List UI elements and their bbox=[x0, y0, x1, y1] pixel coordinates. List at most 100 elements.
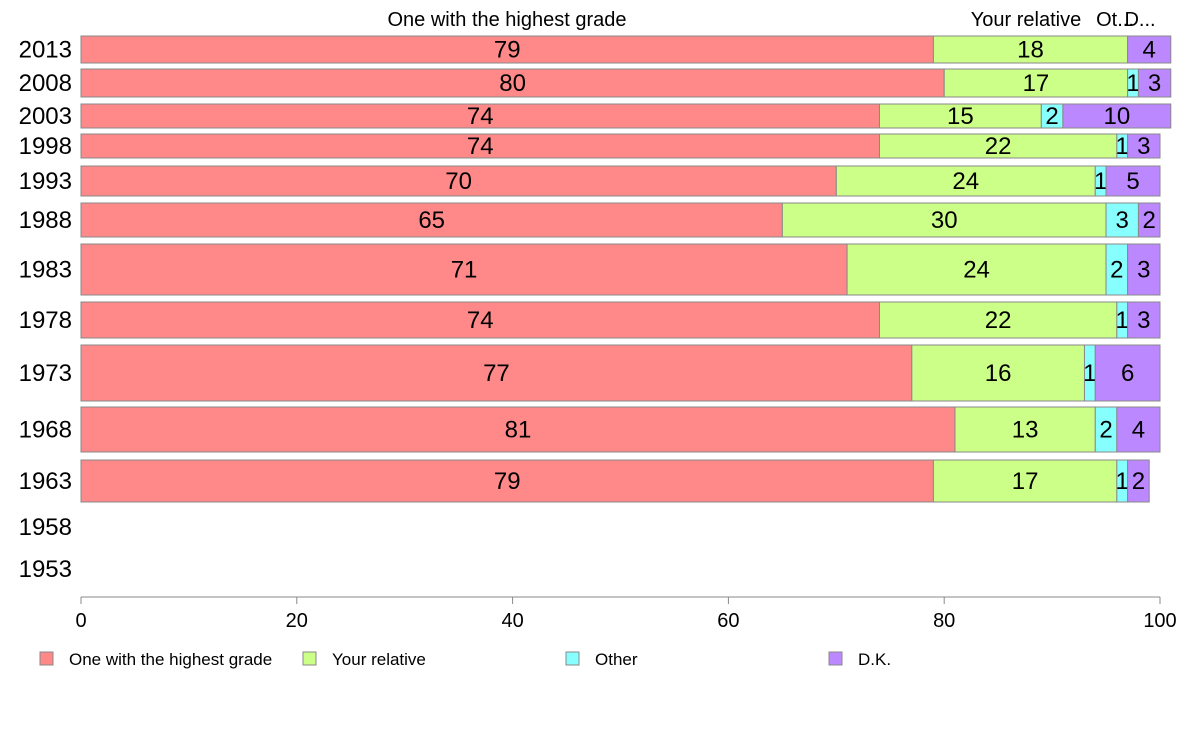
legend-label: D.K. bbox=[858, 650, 891, 669]
data-label: 3 bbox=[1116, 207, 1129, 234]
data-label: 17 bbox=[1023, 70, 1050, 97]
data-label: 13 bbox=[1012, 417, 1039, 444]
bar-segment bbox=[1127, 301, 1161, 339]
data-label: 4 bbox=[1143, 37, 1156, 64]
legend-swatch bbox=[828, 651, 843, 666]
y-tick-label: 1993 bbox=[19, 168, 72, 195]
column-header: Your relative bbox=[971, 9, 1081, 31]
bar-segment bbox=[1062, 103, 1172, 129]
y-tick-label: 1973 bbox=[19, 360, 72, 387]
bar-segment bbox=[835, 165, 1096, 197]
x-axis: 0 20 40 60 80 100 bbox=[75, 596, 1177, 632]
y-tick-label: 2008 bbox=[19, 70, 72, 97]
bar-segment bbox=[80, 202, 783, 238]
data-label: 1 bbox=[1116, 307, 1129, 334]
data-label: 2 bbox=[1132, 468, 1145, 495]
bar-segment bbox=[80, 165, 837, 197]
column-header: D... bbox=[1124, 9, 1155, 31]
data-label: 79 bbox=[494, 37, 521, 64]
data-label: 79 bbox=[494, 468, 521, 495]
data-label: 30 bbox=[931, 207, 958, 234]
bar-segment bbox=[932, 35, 1129, 64]
data-label: 71 bbox=[451, 257, 478, 284]
data-label: 2 bbox=[1045, 103, 1058, 130]
data-label: 3 bbox=[1137, 307, 1150, 334]
bar-segment bbox=[80, 344, 913, 402]
bar-segment bbox=[954, 406, 1096, 453]
x-tick-label: 40 bbox=[501, 610, 523, 632]
y-tick-label: 1968 bbox=[19, 417, 72, 444]
data-label: 1 bbox=[1094, 168, 1107, 195]
y-tick-label: 1998 bbox=[19, 133, 72, 160]
y-tick-label: 2013 bbox=[19, 37, 72, 64]
data-label: 22 bbox=[985, 133, 1012, 160]
bar-segment bbox=[1137, 68, 1172, 98]
data-label: 24 bbox=[952, 168, 979, 195]
data-label: 3 bbox=[1137, 257, 1150, 284]
data-label: 65 bbox=[418, 207, 445, 234]
data-label: 3 bbox=[1137, 133, 1150, 160]
legend-label: One with the highest grade bbox=[69, 650, 272, 669]
data-label: 3 bbox=[1148, 70, 1161, 97]
bar-segment bbox=[80, 406, 956, 453]
data-label: 22 bbox=[985, 307, 1012, 334]
data-label: 2 bbox=[1099, 417, 1112, 444]
data-label: 1 bbox=[1083, 360, 1096, 387]
bar-segment bbox=[846, 243, 1107, 296]
bar-segment bbox=[932, 459, 1118, 503]
data-label: 2 bbox=[1110, 257, 1123, 284]
bar-segment bbox=[1127, 133, 1161, 159]
legend-swatch bbox=[39, 651, 54, 666]
bar-segment bbox=[1105, 165, 1161, 197]
y-tick-label: 1983 bbox=[19, 257, 72, 284]
y-axis-labels: 2013 2008 2003 1998 1993 1988 1983 1978 1973 1968… bbox=[19, 37, 72, 584]
data-label: 80 bbox=[499, 70, 526, 97]
bar-segment bbox=[1137, 202, 1161, 238]
data-label: 1 bbox=[1116, 468, 1129, 495]
data-label: 18 bbox=[1017, 37, 1044, 64]
x-tick-label: 100 bbox=[1143, 610, 1176, 632]
x-tick-label: 60 bbox=[717, 610, 739, 632]
data-label: 70 bbox=[445, 168, 472, 195]
y-tick-label: 1963 bbox=[19, 468, 72, 495]
column-header: One with the highest grade bbox=[387, 9, 626, 31]
data-label: 4 bbox=[1132, 417, 1145, 444]
y-tick-label: 1978 bbox=[19, 307, 72, 334]
data-label: 15 bbox=[947, 103, 974, 130]
y-tick-label: 1958 bbox=[19, 514, 72, 541]
data-label: 74 bbox=[467, 307, 494, 334]
bar-segment bbox=[80, 103, 880, 129]
bar-segment bbox=[878, 301, 1118, 339]
bar-segment bbox=[878, 133, 1118, 159]
legend-swatch bbox=[565, 651, 580, 666]
column-header: Ot... bbox=[1096, 9, 1134, 31]
data-label: 5 bbox=[1126, 168, 1139, 195]
y-tick-label: 1988 bbox=[19, 207, 72, 234]
bar-segment bbox=[80, 243, 848, 296]
data-label: 1 bbox=[1116, 133, 1129, 160]
bar-segment bbox=[943, 68, 1129, 98]
legend: One with the highest grade Your relative O… bbox=[39, 650, 891, 669]
bar-segment bbox=[878, 103, 1042, 129]
data-label: 24 bbox=[963, 257, 990, 284]
bar-segment bbox=[781, 202, 1107, 238]
y-tick-label: 2003 bbox=[19, 103, 72, 130]
y-tick-label: 1953 bbox=[19, 556, 72, 583]
x-tick-label: 80 bbox=[933, 610, 955, 632]
bar-segment bbox=[80, 133, 880, 159]
legend-swatch bbox=[302, 651, 317, 666]
data-label: 2 bbox=[1143, 207, 1156, 234]
x-tick-label: 20 bbox=[286, 610, 308, 632]
x-tick-label: 0 bbox=[75, 610, 86, 632]
data-label: 74 bbox=[467, 133, 494, 160]
data-label: 6 bbox=[1121, 360, 1134, 387]
data-label: 10 bbox=[1103, 103, 1130, 130]
bar-segment bbox=[80, 459, 934, 503]
bar-segment bbox=[1116, 406, 1161, 453]
bar-segment bbox=[80, 301, 880, 339]
data-label: 1 bbox=[1126, 70, 1139, 97]
data-label: 16 bbox=[985, 360, 1012, 387]
bar-segment bbox=[1105, 202, 1139, 238]
